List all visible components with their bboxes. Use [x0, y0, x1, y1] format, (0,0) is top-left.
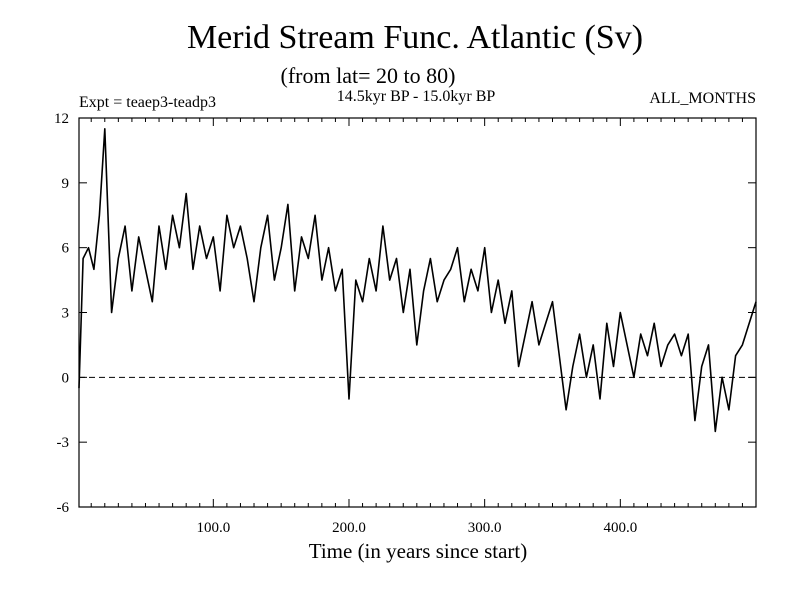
- experiment-label: Expt = teaep3-teadp3: [79, 94, 216, 111]
- y-tick-label: 9: [62, 176, 70, 192]
- y-tick-label: 3: [62, 306, 70, 322]
- chart-subtitle: (from lat= 20 to 80): [281, 63, 456, 88]
- x-tick-label: 400.0: [603, 520, 637, 536]
- y-tick-label: -3: [57, 435, 70, 451]
- y-tick-label: 6: [62, 241, 70, 257]
- y-tick-label: -6: [57, 500, 70, 516]
- y-tick-label: 0: [62, 370, 70, 386]
- season-label: ALL_MONTHS: [649, 90, 756, 107]
- x-tick-label: 300.0: [468, 520, 502, 536]
- series-line: [78, 128, 757, 433]
- y-axis: -6 -3 0 3 6 9 12: [54, 111, 756, 516]
- x-tick-label: 100.0: [196, 520, 230, 536]
- x-axis-label: Time (in years since start): [309, 539, 528, 563]
- y-tick-label: 12: [54, 111, 69, 127]
- plot-frame: [78, 117, 757, 508]
- x-axis: 100.0 200.0 300.0 400.0: [90, 118, 743, 536]
- period-label: 14.5kyr BP - 15.0kyr BP: [337, 88, 496, 105]
- chart-title: Merid Stream Func. Atlantic (Sv): [187, 19, 643, 56]
- x-tick-label: 200.0: [332, 520, 366, 536]
